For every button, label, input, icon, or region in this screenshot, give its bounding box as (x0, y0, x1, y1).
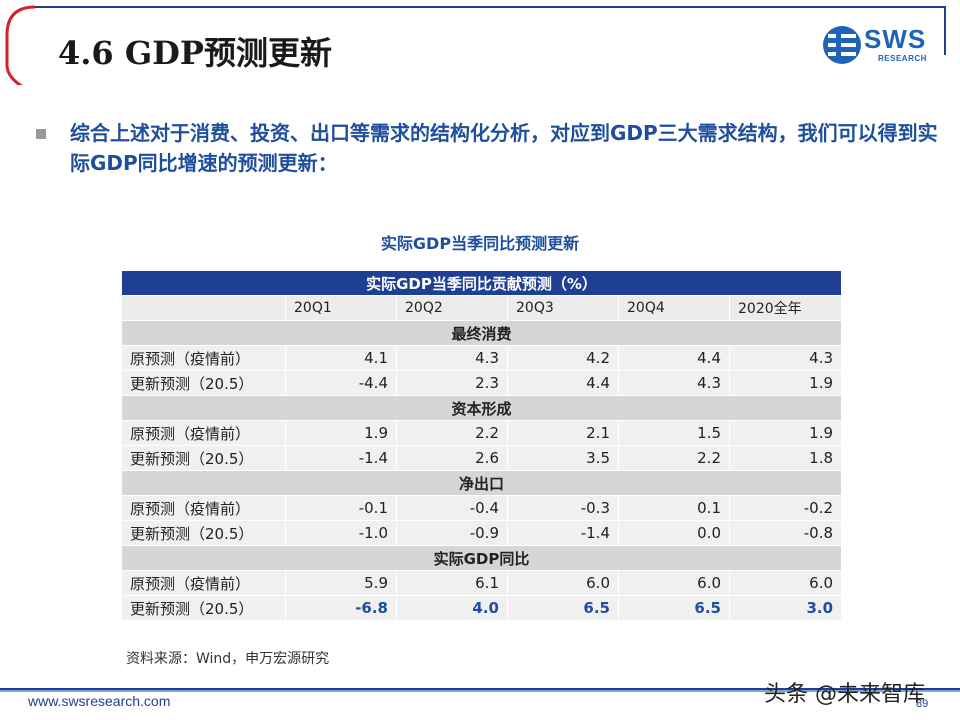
value-cell: 4.2 (507, 345, 619, 371)
table-row: 更新预测（20.5） -4.4 2.3 4.4 4.3 1.9 (121, 370, 843, 396)
column-header: 2020全年 (728, 295, 843, 321)
title-frame-graphic (5, 5, 946, 85)
value-cell: -1.4 (285, 445, 397, 471)
table-row: 更新预测（20.5） -1.4 2.6 3.5 2.2 1.8 (121, 445, 843, 471)
value-cell: 2.6 (396, 445, 508, 471)
section-row: 资本形成 (120, 395, 843, 421)
value-cell: 6.0 (618, 570, 730, 596)
logo-subtext: RESEARCH (878, 54, 927, 63)
table-header: 实际GDP当季同比贡献预测（%） (120, 270, 843, 296)
section-title: 实际GDP同比 (120, 545, 843, 571)
row-label: 更新预测（20.5） (121, 520, 286, 546)
value-cell: 1.9 (285, 420, 397, 446)
value-cell: 4.4 (507, 370, 619, 396)
title-frame (5, 5, 957, 85)
row-label: 更新预测（20.5） (121, 445, 286, 471)
table-row: 原预测（疫情前） 4.1 4.3 4.2 4.4 4.3 (121, 345, 843, 371)
logo-text: SWS (864, 24, 927, 54)
value-cell: -0.8 (728, 520, 843, 546)
logo-mark-icon (823, 26, 861, 64)
column-header: 20Q2 (396, 295, 508, 321)
section-row: 最终消费 (120, 320, 843, 346)
value-cell: -0.9 (396, 520, 508, 546)
table-title: 实际GDP当季同比预测更新 (380, 234, 580, 253)
corner-cell (121, 295, 286, 321)
value-cell: 2.3 (396, 370, 508, 396)
section-row: 净出口 (120, 470, 843, 496)
column-header: 20Q4 (618, 295, 730, 321)
value-cell: -0.3 (507, 495, 619, 521)
value-cell: 4.3 (728, 345, 843, 371)
watermark: 头条 @未来智库 (764, 682, 925, 707)
row-label: 原预测（疫情前） (121, 570, 286, 596)
section-row: 实际GDP同比 (120, 545, 843, 571)
value-cell: 1.9 (728, 420, 843, 446)
value-cell: 2.2 (618, 445, 730, 471)
value-cell: 0.1 (618, 495, 730, 521)
value-cell: -1.4 (507, 520, 619, 546)
footer-url: www.swsresearch.com (28, 693, 171, 709)
source-note: 资料来源：Wind，申万宏源研究 (126, 651, 330, 667)
row-label: 更新预测（20.5） (121, 370, 286, 396)
value-cell: 6.0 (728, 570, 843, 596)
value-cell: 2.2 (396, 420, 508, 446)
section-title: 净出口 (120, 470, 843, 496)
value-cell: 3.0 (728, 595, 843, 621)
row-label: 更新预测（20.5） (121, 595, 286, 621)
page-title: 4.6 GDP预测更新 (58, 34, 332, 72)
page-number: 89 (916, 698, 929, 710)
value-cell: 6.5 (507, 595, 619, 621)
value-cell: 2.1 (507, 420, 619, 446)
value-cell: 4.1 (285, 345, 397, 371)
footer-divider (0, 688, 960, 692)
row-label: 原预测（疫情前） (121, 420, 286, 446)
table-row: 原预测（疫情前） 5.9 6.1 6.0 6.0 6.0 (121, 570, 843, 596)
value-cell: -4.4 (285, 370, 397, 396)
section-title: 资本形成 (120, 395, 843, 421)
value-cell: 3.5 (507, 445, 619, 471)
column-header: 20Q3 (507, 295, 619, 321)
value-cell: 1.9 (728, 370, 843, 396)
row-label: 原预测（疫情前） (121, 345, 286, 371)
sws-logo: SWS RESEARCH (822, 20, 942, 70)
value-cell: 5.9 (285, 570, 397, 596)
value-cell: -0.1 (285, 495, 397, 521)
value-cell: -1.0 (285, 520, 397, 546)
gdp-forecast-table: 实际GDP当季同比贡献预测（%） 20Q1 20Q2 20Q3 20Q4 2020全年 最终… (120, 270, 843, 621)
value-cell: 4.0 (396, 595, 508, 621)
value-cell: 6.5 (618, 595, 730, 621)
table-row: 更新预测（20.5） -6.8 4.0 6.5 6.5 3.0 (121, 595, 843, 621)
value-cell: -6.8 (285, 595, 397, 621)
bullet-text: 综合上述对于消费、投资、出口等需求的结构化分析，对应到GDP三大需求结构，我们可… (70, 121, 938, 175)
value-cell: 6.0 (507, 570, 619, 596)
table-row: 更新预测（20.5） -1.0 -0.9 -1.4 0.0 -0.8 (121, 520, 843, 546)
column-header-row: 20Q1 20Q2 20Q3 20Q4 2020全年 (121, 295, 843, 321)
value-cell: 4.4 (618, 345, 730, 371)
table-row: 原预测（疫情前） -0.1 -0.4 -0.3 0.1 -0.2 (121, 495, 843, 521)
value-cell: 4.3 (396, 345, 508, 371)
value-cell: 1.5 (618, 420, 730, 446)
value-cell: -0.4 (396, 495, 508, 521)
value-cell: 6.1 (396, 570, 508, 596)
value-cell: 0.0 (618, 520, 730, 546)
value-cell: 4.3 (618, 370, 730, 396)
bullet-square-icon (36, 129, 46, 139)
table-row: 原预测（疫情前） 1.9 2.2 2.1 1.5 1.9 (121, 420, 843, 446)
table-header-row: 实际GDP当季同比贡献预测（%） (120, 270, 843, 296)
row-label: 原预测（疫情前） (121, 495, 286, 521)
value-cell: -0.2 (728, 495, 843, 521)
column-header: 20Q1 (285, 295, 397, 321)
section-title: 最终消费 (120, 320, 843, 346)
value-cell: 1.8 (728, 445, 843, 471)
